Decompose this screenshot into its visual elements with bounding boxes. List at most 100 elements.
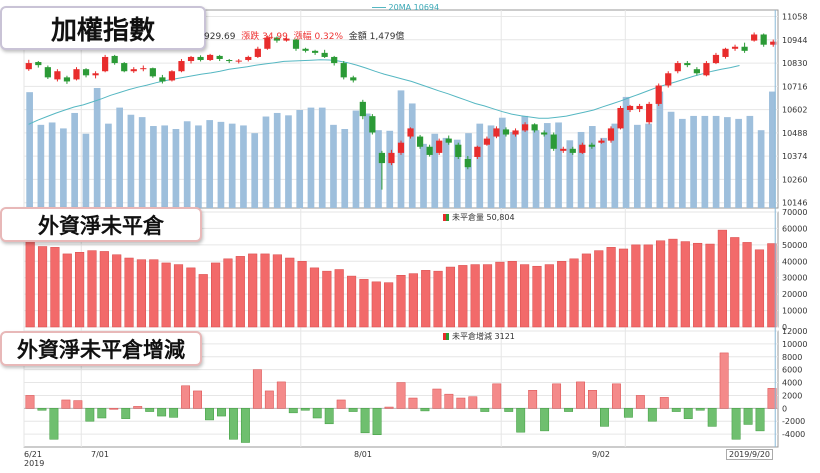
oi-bar	[37, 246, 48, 328]
oi-change-bar	[647, 408, 657, 422]
volume-bar	[498, 117, 506, 208]
candle-body	[378, 152, 386, 164]
oi-change-bar	[264, 390, 274, 409]
candle-body	[311, 50, 319, 53]
oi-bar	[557, 261, 567, 328]
candle-body	[760, 34, 767, 45]
oi-bar	[248, 253, 258, 328]
oi-bar	[272, 254, 282, 328]
oi-tick-label: 0	[782, 323, 787, 332]
candle-body	[512, 130, 519, 135]
oi-change-bar	[276, 381, 286, 409]
oi-bar	[223, 258, 233, 328]
price-tick-label: 10260	[782, 175, 807, 184]
price-tick-label: 10146	[782, 199, 807, 208]
oi-change-bar	[372, 408, 382, 436]
oi-change-bar	[240, 408, 250, 443]
volume-bar	[161, 125, 169, 208]
candle-body	[331, 56, 338, 64]
oi-bar	[544, 264, 554, 328]
candle-body	[197, 56, 204, 61]
volume-bar	[352, 110, 360, 208]
oi-change-bar	[492, 383, 502, 409]
candle-body	[130, 69, 137, 72]
price-tick-label: 10374	[782, 152, 807, 161]
volume-bar	[127, 114, 135, 208]
price-tick-label: 10602	[782, 106, 807, 115]
candle-body	[63, 77, 71, 82]
oi-change-bar	[336, 399, 346, 409]
volume-bar	[735, 118, 742, 208]
ma20-line	[28, 59, 740, 125]
candle-body	[626, 105, 634, 111]
oi-bar	[507, 261, 517, 328]
oi-bar	[458, 265, 468, 328]
oi-change-legend-text: 未平倉增減 3121	[452, 332, 515, 341]
oi-legend-swatch-up	[443, 214, 446, 221]
oi-change-bar	[384, 406, 394, 409]
candle-body	[302, 48, 309, 51]
volume-bar	[420, 143, 427, 208]
candle-body	[521, 124, 529, 131]
oi-change-tick-label: 12000	[782, 327, 807, 336]
oi-change-bar	[252, 369, 262, 409]
volume-bar	[116, 107, 123, 208]
oi-change-panel-title: 外資淨未平倉增減	[0, 331, 202, 366]
candle-body	[665, 73, 672, 86]
oi-bar	[322, 270, 332, 328]
date-7-01: 7/01	[91, 450, 109, 459]
oi-change-bar	[432, 388, 442, 409]
oi-change-bar	[181, 385, 191, 409]
oi-change-bar	[540, 408, 550, 432]
oi-panel-title: 外資淨未平倉	[0, 207, 202, 242]
oi-change-bar	[288, 408, 298, 414]
oi-change-bar	[217, 408, 226, 417]
volume-bar	[510, 131, 517, 208]
oi-change-bar	[635, 395, 645, 409]
oi-change-bar	[133, 406, 143, 409]
candle-body	[712, 54, 720, 64]
oi-change-legend: 未平倉增減 3121	[443, 331, 515, 342]
oi-bar	[668, 238, 678, 328]
candle-body	[111, 55, 118, 64]
amount-value: 金額 1,479億	[348, 32, 405, 42]
oi-change-bar	[671, 408, 681, 412]
oi-change-bar	[85, 408, 95, 422]
candle-body	[264, 37, 271, 49]
oi-bar	[569, 258, 579, 328]
candle-body	[82, 69, 90, 76]
oi-change-bar	[49, 408, 59, 440]
candle-body	[416, 136, 424, 147]
oi-change-bar	[588, 390, 597, 409]
oi-change-bar	[229, 408, 238, 440]
oi-legend: 未平倉量 50,804	[443, 212, 515, 223]
oi-change-tick-label: 10000	[782, 340, 807, 349]
oi-bar	[359, 279, 369, 328]
candle-body	[273, 37, 281, 41]
oi-change-bar	[552, 383, 562, 409]
oi-change-tick-label: 0	[782, 404, 787, 413]
candle-body	[187, 56, 195, 62]
ma-legend: 20MA 10694	[372, 3, 439, 12]
volume-bar	[138, 117, 146, 208]
oi-change-bar	[25, 395, 35, 409]
candle-body	[693, 69, 700, 74]
date-9-02: 9/02	[592, 450, 610, 459]
oi-change-bar	[121, 408, 131, 419]
oi-bar	[421, 270, 431, 328]
oi-bar	[211, 262, 221, 328]
oi-bar	[705, 243, 715, 328]
volume-bar	[476, 123, 484, 208]
candle-body	[770, 41, 777, 45]
oi-bar	[470, 264, 480, 328]
candle-body	[340, 63, 347, 78]
candle-body	[550, 134, 557, 149]
oi-tick-label: 50000	[782, 241, 807, 250]
oi-bar	[99, 251, 109, 328]
price-tick-label: 11058	[782, 13, 807, 22]
candle-body	[436, 140, 443, 153]
oi-change-bar	[444, 393, 454, 409]
oi-bar	[445, 266, 456, 328]
volume-bar	[375, 130, 382, 208]
